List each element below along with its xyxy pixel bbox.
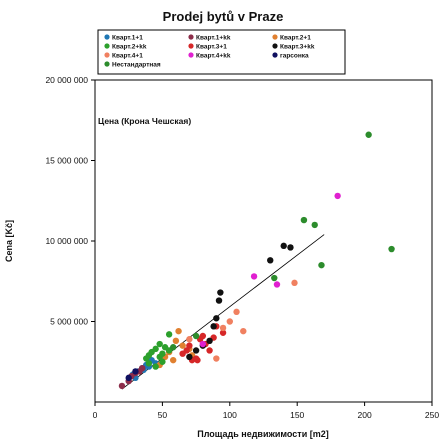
x-tick-label: 200 — [358, 410, 372, 420]
x-axis-label: Площадь недвижимости [m2] — [197, 429, 329, 439]
legend-label: Кварт.3+1 — [196, 43, 227, 50]
scatter-point — [206, 347, 213, 354]
chart-title: Prodej bytů v Praze — [163, 9, 284, 24]
scatter-point — [186, 336, 193, 343]
scatter-point — [233, 308, 240, 316]
scatter-point — [334, 192, 341, 200]
scatter-point — [156, 340, 163, 348]
scatter-point — [240, 327, 247, 335]
legend-label: Нестандартная — [112, 61, 161, 68]
scatter-point — [194, 356, 201, 364]
scatter-point — [210, 323, 217, 330]
price-annotation: Цена (Крона Чешская) — [98, 116, 191, 126]
scatter-point — [318, 261, 325, 269]
scatter-point — [217, 289, 224, 296]
scatter-point — [267, 257, 274, 264]
scatter-point — [132, 368, 139, 375]
scatter-point — [291, 279, 298, 287]
x-tick-label: 100 — [223, 410, 237, 420]
scatter-point — [192, 347, 200, 354]
legend-label: Кварт.4+kk — [196, 52, 231, 59]
legend-label: Кварт.4+1 — [112, 52, 143, 59]
legend-label: гарсонка — [280, 52, 309, 59]
scatter-point — [388, 245, 395, 253]
y-tick-label: 20 000 000 — [45, 75, 88, 85]
scatter-point — [199, 340, 207, 348]
legend-marker — [272, 52, 278, 58]
y-tick-label: 15 000 000 — [45, 156, 88, 166]
x-axis: 0 50 100 150 200 250 — [93, 402, 439, 420]
x-tick-label: 250 — [425, 410, 439, 420]
scatter-point — [179, 342, 186, 349]
legend-marker — [188, 34, 194, 40]
scatter-point — [206, 337, 213, 345]
legend-items: Кварт.1+1 Кварт.1+kk Кварт.2+1 Кварт.2+kk Кв… — [104, 34, 315, 68]
x-tick-label: 50 — [158, 410, 168, 420]
scatter-point — [172, 337, 180, 345]
legend: Кварт.1+1 Кварт.1+kk Кварт.2+1 Кварт.2+kk Кв… — [97, 29, 346, 75]
scatter-point — [273, 281, 281, 288]
scatter-point — [138, 364, 146, 372]
scatter-point — [169, 344, 177, 351]
scatter-point — [152, 345, 159, 353]
x-tick-label: 150 — [290, 410, 304, 420]
scatter-point — [186, 342, 193, 349]
legend-marker — [188, 43, 194, 49]
legend-marker — [104, 34, 110, 40]
scatter-point — [159, 358, 166, 365]
scatter-point — [199, 332, 207, 340]
scatter-point — [215, 297, 223, 304]
y-tick-label: 5 000 000 — [50, 317, 88, 327]
y-tick-label: 10 000 000 — [45, 236, 88, 246]
legend-marker — [188, 52, 194, 58]
scatter-point — [287, 244, 294, 251]
legend-marker — [104, 52, 110, 58]
x-tick-label: 0 — [93, 410, 98, 420]
scatter-point — [226, 318, 233, 325]
legend-label: Кварт.2+kk — [112, 43, 147, 50]
scatter-point — [213, 355, 220, 362]
scatter-point — [175, 327, 182, 335]
scatter-point — [183, 347, 190, 354]
plot-area — [94, 79, 433, 403]
y-axis: 5 000 000 10 000 000 15 000 000 20 000 000 — [45, 75, 95, 327]
scatter-point — [219, 329, 227, 336]
scatter-point — [165, 331, 173, 338]
scatter-point — [145, 360, 153, 367]
legend-marker — [104, 43, 110, 49]
scatter-point — [186, 353, 193, 361]
scatter-point — [152, 363, 159, 370]
scatter-point — [125, 374, 132, 382]
legend-label: Кварт.1+1 — [112, 34, 143, 41]
scatter-point — [250, 273, 258, 280]
y-axis-label: Cena [Kč] — [4, 220, 14, 262]
legend-marker — [272, 34, 278, 40]
scatter-point — [311, 221, 318, 229]
scatter-point — [169, 356, 177, 364]
legend-label: Кварт.1+kk — [196, 34, 231, 41]
legend-box — [97, 29, 346, 75]
scatter-point — [219, 324, 227, 332]
scatter-point — [118, 382, 126, 390]
scatter-point — [365, 131, 372, 138]
scatter-point — [271, 274, 278, 282]
scatter-point — [192, 332, 200, 340]
data-points — [118, 131, 395, 390]
scatter-point — [213, 315, 220, 322]
legend-marker — [104, 61, 110, 67]
legend-label: Кварт.3+kk — [280, 43, 315, 50]
scatter-point — [300, 216, 308, 224]
legend-marker — [272, 43, 278, 49]
scatter-point — [156, 353, 163, 361]
scatter-point — [280, 242, 287, 250]
legend-label: Кварт.2+1 — [280, 34, 311, 41]
